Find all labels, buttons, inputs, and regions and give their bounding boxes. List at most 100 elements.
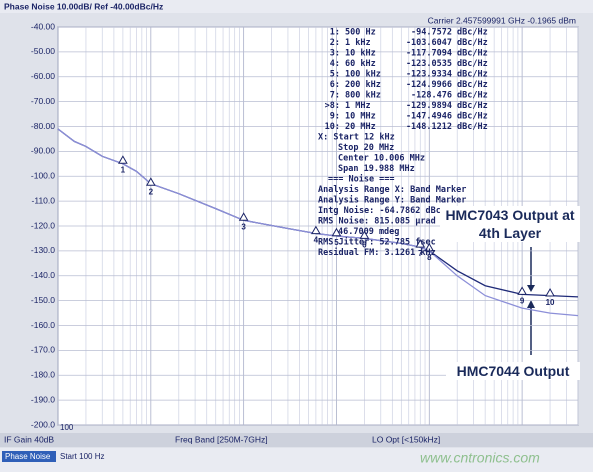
marker-id: 6:: [330, 80, 340, 90]
marker-label: 4: [314, 236, 319, 245]
marker-id: >8:: [325, 101, 340, 111]
status-tab: [2, 451, 56, 462]
marker-unit: dBc/Hz: [457, 122, 488, 132]
status-item: Start 100 Hz: [60, 452, 104, 461]
marker-freq: 800 kHz: [345, 91, 381, 101]
y-tick-label: -130.0: [31, 245, 55, 255]
marker: [238, 212, 249, 221]
info-line: === Noise ===: [328, 174, 395, 185]
y-tick-label: -40.00: [31, 21, 55, 31]
annotation: HMC7044 Output: [446, 362, 580, 380]
marker-id: 2:: [330, 38, 340, 48]
info-line: Span 19.988 MHz: [338, 164, 415, 174]
status-bar: [0, 448, 593, 472]
marker-unit: dBc/Hz: [457, 80, 488, 90]
marker-value: -124.9966: [406, 80, 452, 90]
info-line: X: Start 12 kHz: [318, 133, 395, 143]
marker: [359, 230, 370, 239]
marker-unit: dBc/Hz: [457, 112, 488, 122]
series-line: [57, 128, 579, 317]
footer-item: LO Opt [<150kHz]: [372, 434, 440, 444]
marker-label: 5: [334, 238, 339, 247]
marker: [331, 227, 342, 237]
y-tick-label: -160.0: [31, 320, 55, 330]
marker-value: -123.9334: [406, 70, 452, 80]
footer-bar: [0, 433, 593, 447]
y-tick-label: -180.0: [31, 370, 55, 380]
marker-freq: 20 MHz: [345, 122, 376, 132]
header-left: Phase Noise 10.00dB/ Ref -40.00dBc/Hz: [4, 1, 163, 11]
y-tick-label: -190.0: [31, 394, 55, 404]
status-item: Phase Noise: [5, 452, 51, 461]
marker-unit: dBc/Hz: [457, 70, 488, 80]
marker-unit: dBc/Hz: [457, 49, 488, 59]
y-tick-label: -50.00: [31, 46, 55, 56]
y-tick-label: -150.0: [31, 295, 55, 305]
marker-label: 6: [362, 241, 367, 250]
y-tick-label: -140.0: [31, 270, 55, 280]
y-tick-label: -120.0: [31, 220, 55, 230]
marker: [145, 177, 156, 186]
info-line: 46.7009 mdeg: [338, 227, 399, 237]
x-tick-label: 100: [60, 423, 74, 432]
marker-id: 4:: [330, 59, 340, 69]
marker: [517, 286, 527, 295]
marker-value: -129.9894: [406, 101, 452, 111]
marker: [311, 225, 321, 235]
info-line: Center 10.006 MHz: [338, 154, 425, 164]
marker-id: 7:: [330, 91, 340, 101]
info-line: Intg Noise: -64.7862 dBc / 19.69 MHz: [318, 205, 502, 216]
header-bar: [0, 0, 593, 13]
marker: [424, 242, 435, 252]
marker-id: 9:: [330, 112, 340, 122]
marker-unit: dBc/Hz: [457, 59, 488, 69]
marker-value: -128.476: [411, 91, 452, 101]
marker: [118, 155, 128, 164]
y-tick-label: -110.0: [32, 195, 56, 205]
marker-freq: 1 kHz: [345, 38, 371, 48]
marker-freq: 500 Hz: [345, 28, 376, 38]
info-line: Analysis Range X: Band Marker: [318, 184, 466, 195]
info-line: Analysis Range Y: Band Marker: [318, 195, 466, 206]
marker-value: -148.1212: [406, 122, 452, 132]
marker-freq: 200 kHz: [345, 80, 381, 90]
y-tick-label: -90.00: [31, 146, 55, 156]
marker-unit: dBc/Hz: [457, 28, 488, 38]
watermark: www.cntronics.com: [420, 450, 540, 466]
marker-value: -103.6047: [406, 38, 452, 48]
marker-freq: 10 kHz: [345, 49, 376, 59]
marker-label: 9: [520, 297, 525, 306]
marker-value: -123.0535: [406, 59, 452, 69]
marker-label: 8: [427, 253, 432, 262]
marker-id: 1:: [330, 28, 340, 38]
marker-value: -117.7094: [406, 49, 452, 59]
footer-item: IF Gain 40dB: [4, 434, 54, 444]
marker-label: 3: [241, 222, 246, 231]
marker-label: 7: [418, 249, 423, 258]
marker-id: 3:: [330, 49, 340, 59]
annotation-arrowhead: [527, 300, 535, 308]
footer-item: Freq Band [250M-7GHz]: [175, 434, 268, 444]
info-line: Residual FM: 3.1261 kHz: [318, 247, 436, 258]
y-tick-label: -170.0: [31, 345, 55, 355]
marker-freq: 1 MHz: [345, 101, 371, 111]
y-tick-label: -70.00: [31, 96, 55, 106]
marker-label: 10: [546, 298, 555, 307]
annotation: HMC7043 Output at 4th Layer: [440, 206, 580, 242]
marker-freq: 60 kHz: [345, 59, 376, 69]
info-line: RMS Noise: 815.085 µrad: [318, 216, 436, 227]
header-right: Carrier 2.457599991 GHz -0.1965 dBm: [428, 15, 576, 25]
marker-value: -147.4946: [406, 112, 452, 122]
marker-unit: dBc/Hz: [457, 101, 488, 111]
y-tick-label: -100.0: [31, 171, 55, 181]
marker: [415, 239, 426, 248]
y-tick-label: -80.00: [31, 121, 55, 131]
marker-freq: 100 kHz: [345, 70, 381, 80]
y-tick-label: -200.0: [31, 419, 55, 429]
info-line: RMS Jitter: 52.785 fsec: [318, 237, 436, 248]
y-tick-label: -60.00: [31, 71, 55, 81]
marker-label: 2: [149, 187, 154, 196]
info-line: Stop 20 MHz: [338, 143, 394, 153]
marker-freq: 10 MHz: [345, 112, 376, 122]
